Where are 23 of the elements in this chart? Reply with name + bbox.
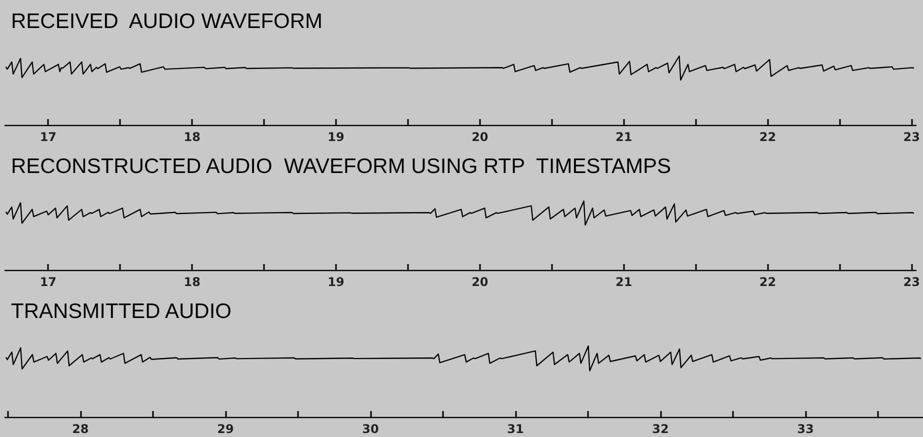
x-tick-label: 23 bbox=[903, 130, 920, 144]
x-tick-label: 17 bbox=[40, 275, 57, 289]
x-tick-label: 17 bbox=[40, 130, 57, 144]
x-tick-label: 21 bbox=[615, 130, 632, 144]
x-tick-label: 20 bbox=[472, 275, 488, 289]
x-tick-label: 21 bbox=[615, 275, 632, 289]
x-tick-label: 18 bbox=[184, 275, 200, 289]
chart-title: RECONSTRUCTED AUDIO WAVEFORM USING RTP TIMESTAMPS bbox=[11, 155, 672, 178]
x-tick-label: 18 bbox=[184, 130, 200, 144]
x-tick-label: 20 bbox=[472, 130, 488, 144]
x-tick-label: 33 bbox=[797, 422, 814, 436]
x-tick-label: 22 bbox=[759, 130, 776, 144]
chart-title: RECEIVED AUDIO WAVEFORM bbox=[11, 10, 323, 33]
x-tick-label: 19 bbox=[328, 275, 344, 289]
x-tick-label: 29 bbox=[217, 422, 234, 436]
x-tick-label: 22 bbox=[759, 275, 776, 289]
x-tick-label: 32 bbox=[652, 422, 669, 436]
x-tick-label: 30 bbox=[362, 422, 379, 436]
chart-title: TRANSMITTED AUDIO bbox=[11, 300, 232, 323]
x-tick-label: 23 bbox=[903, 275, 920, 289]
x-tick-label: 31 bbox=[507, 422, 524, 436]
x-tick-label: 19 bbox=[328, 130, 344, 144]
x-tick-label: 28 bbox=[72, 422, 89, 436]
